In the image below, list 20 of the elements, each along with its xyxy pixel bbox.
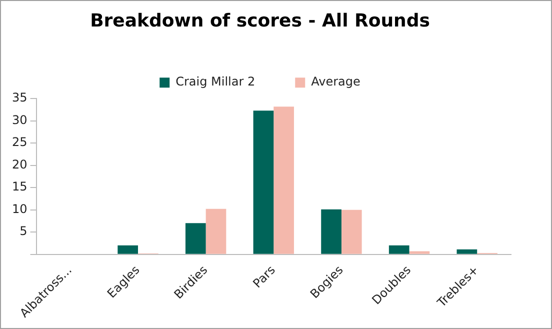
- y-tick-label: 15: [12, 180, 28, 194]
- bar: [206, 208, 226, 254]
- bar: [185, 223, 206, 254]
- y-tick-label: 20: [12, 157, 28, 172]
- bar: [118, 245, 138, 254]
- y-tick-label: 35: [12, 90, 28, 105]
- bar: [274, 106, 294, 254]
- y-tick-label: 30: [12, 112, 28, 127]
- chart-title: Breakdown of scores - All Rounds: [90, 10, 430, 32]
- bar: [341, 210, 362, 254]
- bar: [388, 245, 410, 254]
- y-tick-label: 5: [20, 224, 28, 238]
- y-tick-label: 10: [12, 202, 28, 216]
- bar: [321, 209, 342, 254]
- bar: [409, 251, 430, 254]
- bar: [456, 249, 478, 254]
- legend-label: Craig Millar 2: [176, 74, 256, 89]
- legend-label: Average: [311, 74, 360, 89]
- y-tick-label: 25: [12, 135, 28, 150]
- bar: [253, 110, 274, 254]
